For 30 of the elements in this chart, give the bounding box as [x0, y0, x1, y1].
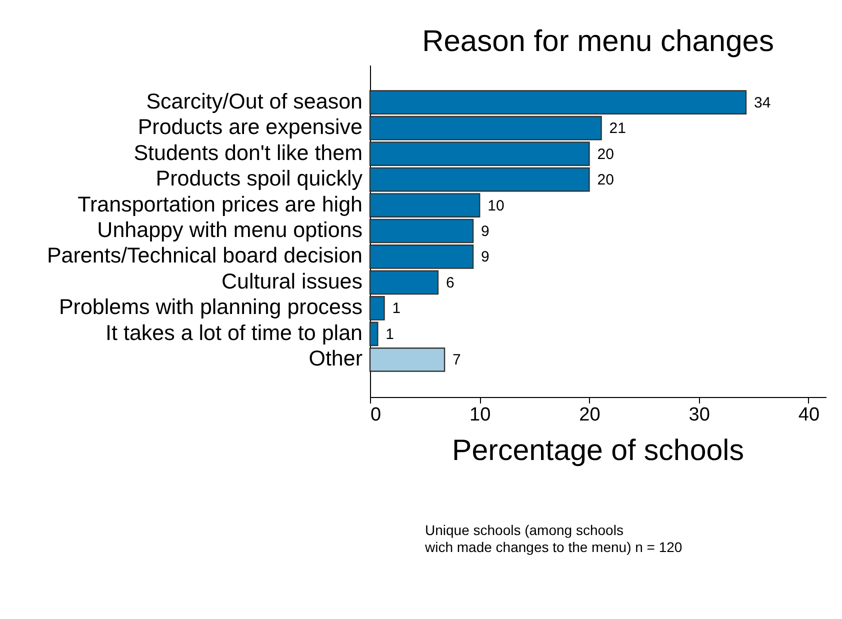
data-label: 20 [597, 172, 614, 189]
data-label: 10 [488, 197, 504, 214]
data-label: 9 [481, 223, 490, 240]
y-tick-label: Problems with planning process [58, 295, 362, 320]
x-tick-label: 10 [470, 404, 491, 426]
y-tick-label: Transportation prices are high [78, 192, 362, 216]
data-label: 21 [609, 120, 626, 138]
data-label: 9 [481, 248, 490, 266]
x-tick-label: 20 [579, 404, 600, 426]
x-tick-label: 0 [370, 404, 382, 426]
chart-title: Reason for menu changes [422, 25, 774, 58]
x-tick-label: 40 [798, 404, 820, 426]
y-tick-label: Products are expensive [138, 115, 362, 140]
data-label: 1 [386, 326, 394, 343]
axis-title: Percentage of schools [451, 434, 745, 468]
x-tick-label: 30 [688, 404, 710, 426]
data-label: 1 [392, 300, 401, 318]
y-tick-label: Parents/Technical board decision [46, 244, 362, 268]
data-label: 20 [597, 146, 614, 163]
y-tick-label: It takes a lot of time to plan [106, 320, 362, 345]
y-tick-label: Scarcity/Out of season [146, 89, 362, 114]
y-tick-label: Products spoil quickly [156, 166, 363, 191]
text: Unique schools (among schools wich made changes to the menu) n = 120 [425, 522, 682, 556]
y-tick-label: Unhappy with menu options [97, 218, 362, 242]
y-tick-label: Other [308, 346, 362, 371]
data-label: 7 [452, 352, 461, 369]
data-label: 6 [446, 274, 454, 292]
y-tick-label: Cultural issues [222, 269, 362, 294]
y-tick-label: Students don't like them [134, 140, 362, 165]
data-label: 34 [754, 94, 771, 112]
